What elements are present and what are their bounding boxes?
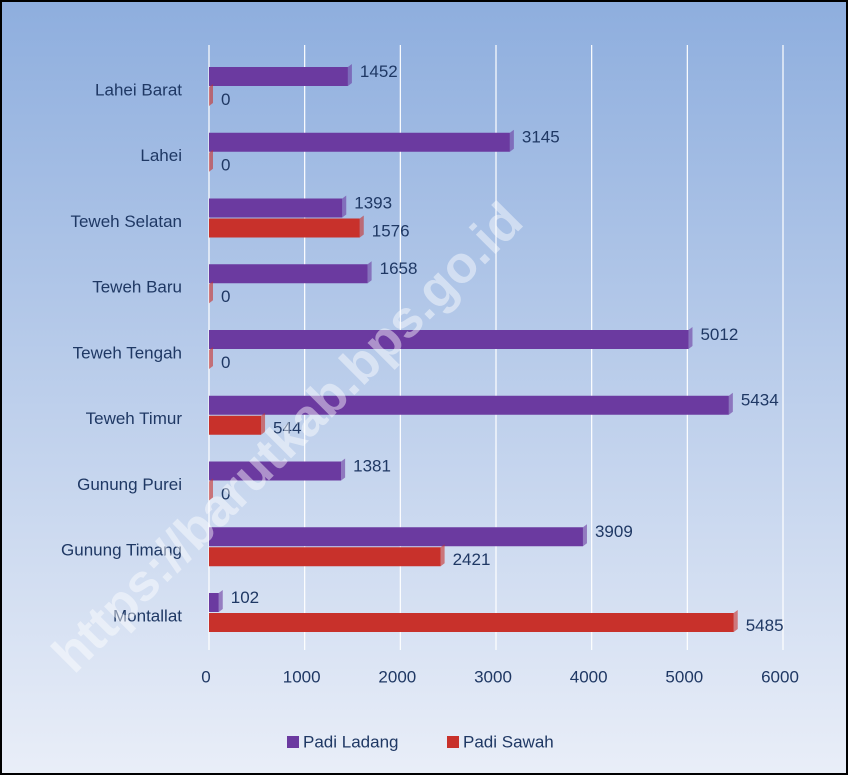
bar (209, 218, 360, 238)
data-label: 0 (221, 353, 230, 372)
bar (209, 264, 368, 284)
y-tick-label: Lahei (140, 146, 182, 165)
bar-edge (440, 544, 445, 567)
data-label: 5012 (700, 325, 738, 344)
bar-edge (218, 590, 223, 612)
bar-edge (209, 84, 213, 106)
legend-label: Padi Sawah (463, 732, 554, 751)
y-tick-label: Lahei Barat (95, 80, 182, 99)
bar (209, 67, 348, 86)
data-label: 5485 (746, 616, 784, 635)
bar (209, 198, 343, 218)
x-tick-label: 3000 (474, 667, 512, 686)
y-tick-label: Teweh Selatan (70, 212, 182, 231)
bar-edge (359, 215, 364, 238)
x-tick-label: 2000 (378, 667, 416, 686)
data-label: 3909 (595, 522, 633, 541)
data-label: 1452 (360, 62, 398, 81)
y-tick-label: Gunung Purei (77, 475, 182, 494)
x-tick-label: 1000 (283, 667, 321, 686)
bar-edge (342, 195, 347, 218)
bar-edge (261, 412, 266, 435)
bar-edge (209, 347, 213, 369)
bar-edge (688, 327, 693, 349)
data-label: 102 (231, 588, 259, 607)
bar-edge (347, 64, 352, 86)
legend-swatch (447, 736, 459, 748)
data-label: 2421 (453, 550, 491, 569)
y-tick-label: Teweh Baru (92, 278, 182, 297)
legend-swatch (287, 736, 299, 748)
bar (209, 593, 219, 612)
bar (209, 547, 441, 567)
y-tick-label: Teweh Tengah (73, 343, 182, 362)
bar (209, 330, 689, 349)
bar-edge (733, 610, 738, 632)
bar-edge (367, 261, 372, 284)
data-label: 0 (221, 156, 230, 175)
bar (209, 395, 729, 415)
bar (209, 461, 342, 481)
bar-edge (341, 458, 346, 481)
bar-edge (509, 129, 514, 152)
y-tick-label: Gunung Timang (61, 541, 182, 560)
data-label: 0 (221, 287, 230, 306)
bar-edge (582, 524, 587, 547)
data-label: 1576 (372, 221, 410, 240)
data-label: 1381 (353, 456, 391, 475)
data-label: 1393 (354, 193, 392, 212)
y-tick-label: Montallat (113, 606, 182, 625)
bar (209, 527, 583, 547)
data-label: 1658 (380, 259, 418, 278)
bar (209, 132, 510, 152)
y-tick-label: Teweh Timur (86, 409, 183, 428)
bar (209, 613, 734, 632)
x-tick-label: 4000 (570, 667, 608, 686)
x-tick-label: 0 (201, 667, 210, 686)
x-tick-label: 5000 (665, 667, 703, 686)
bar (209, 415, 262, 435)
data-label: 0 (221, 90, 230, 109)
bar-edge (209, 281, 213, 304)
bar-edge (209, 478, 213, 501)
data-label: 5434 (741, 391, 779, 410)
data-label: 544 (273, 419, 301, 438)
legend-label: Padi Ladang (303, 732, 398, 751)
bar-edge (209, 149, 213, 172)
bar-edge (728, 392, 733, 415)
data-label: 0 (221, 484, 230, 503)
x-tick-label: 6000 (761, 667, 799, 686)
data-label: 3145 (522, 128, 560, 147)
